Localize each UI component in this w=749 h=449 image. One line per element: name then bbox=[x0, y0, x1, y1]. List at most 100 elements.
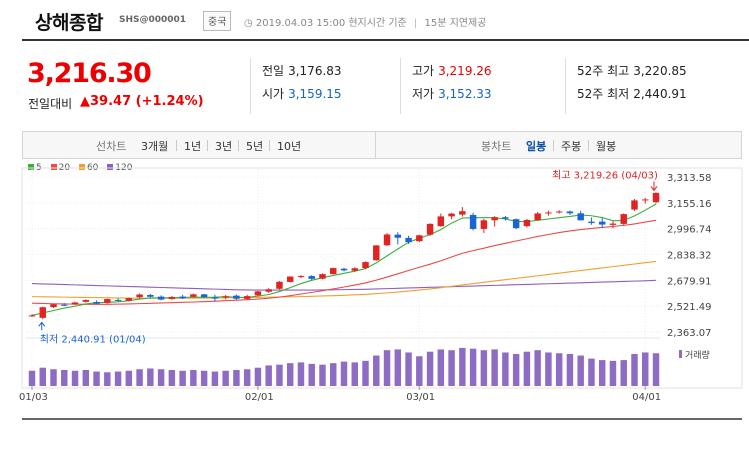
volume-bar bbox=[598, 360, 606, 386]
volume-bar bbox=[459, 347, 466, 386]
candle-body bbox=[652, 192, 660, 203]
candle-body bbox=[190, 294, 197, 297]
x-tick-label: 04/01 bbox=[632, 392, 661, 403]
candle-body bbox=[416, 235, 423, 242]
y-tick-label: 2,521.49 bbox=[667, 302, 712, 313]
volume-bar bbox=[254, 367, 262, 386]
legend-swatch bbox=[50, 164, 57, 170]
current-price: 3,216.30 bbox=[27, 58, 152, 89]
candle-body bbox=[222, 296, 229, 298]
candle-daily[interactable]: 일봉 bbox=[526, 140, 547, 153]
volume-bar bbox=[351, 362, 358, 386]
candle-body bbox=[179, 296, 186, 299]
candle-body bbox=[286, 276, 294, 282]
candle-body bbox=[254, 291, 262, 296]
volume-bar bbox=[416, 356, 423, 386]
volume-bar bbox=[437, 349, 445, 386]
candle-body bbox=[351, 268, 358, 271]
legend-swatch bbox=[78, 164, 85, 170]
candle-body bbox=[642, 199, 649, 201]
candle-weekly[interactable]: 주봉 bbox=[561, 140, 582, 153]
stat-prev-close-label: 전일 bbox=[262, 64, 285, 78]
candle-body bbox=[491, 217, 498, 221]
chart-toolbar: 선차트 3개월 1년 3년 5년 10년 봉차트 일봉 주봉 월봉 bbox=[22, 131, 742, 159]
volume-bar bbox=[545, 352, 552, 386]
stats-col-3: 52주 최고 3,220.85 52주 최저 2,440.91 bbox=[565, 58, 745, 114]
candle-body bbox=[104, 299, 111, 303]
volume-bar bbox=[555, 353, 563, 386]
candle-body bbox=[394, 234, 402, 238]
volume-bar bbox=[448, 350, 455, 386]
stat-52w-low-value: 2,440.91 bbox=[633, 87, 687, 101]
volume-bar bbox=[136, 369, 143, 386]
volume-bar bbox=[383, 350, 391, 386]
stock-code: SHS@000001 bbox=[119, 15, 187, 25]
divider bbox=[553, 140, 554, 151]
volume-bar bbox=[405, 352, 412, 386]
stats-col-1: 전일 3,176.83 시가 3,159.15 bbox=[250, 58, 400, 114]
volume-bar bbox=[297, 362, 305, 386]
candle-body bbox=[297, 276, 305, 278]
candle-body bbox=[308, 276, 315, 279]
stat-high-label: 고가 bbox=[412, 64, 435, 78]
candle-body bbox=[243, 296, 251, 299]
stat-52w-high-value: 3,220.85 bbox=[633, 64, 687, 78]
volume-bar bbox=[125, 370, 133, 386]
max-arrow-head bbox=[650, 186, 658, 192]
candle-body bbox=[50, 304, 57, 308]
volume-bar bbox=[588, 358, 595, 386]
y-tick-label: 2,363.07 bbox=[667, 328, 712, 339]
min-annotation: 최저 2,440.91 (01/04) bbox=[40, 333, 146, 345]
y-tick-label: 2,996.74 bbox=[667, 225, 712, 236]
candle-body bbox=[125, 298, 133, 301]
change-label: 전일대비 bbox=[28, 97, 73, 111]
period-1y[interactable]: 1년 bbox=[184, 140, 202, 153]
volume-bar bbox=[168, 370, 176, 386]
period-3y[interactable]: 3년 bbox=[215, 140, 233, 153]
divider bbox=[588, 140, 589, 151]
change-value: ▲39.47 (+1.24%) bbox=[80, 94, 204, 109]
ma5-line bbox=[31, 203, 657, 316]
volume-bar bbox=[394, 349, 402, 386]
volume-bar bbox=[577, 355, 584, 386]
ma60-line bbox=[31, 260, 657, 299]
divider bbox=[176, 140, 177, 151]
volume-bar bbox=[534, 350, 541, 386]
volume-bar bbox=[620, 360, 627, 386]
period-3m[interactable]: 3개월 bbox=[141, 140, 169, 153]
volume-bar bbox=[157, 369, 165, 386]
delay-note: 15분 지연제공 bbox=[424, 18, 487, 29]
period-10y[interactable]: 10년 bbox=[277, 140, 302, 153]
stock-header: 상해종합 SHS@000001 중국 ◷ 2019.04.03 15:00 현지… bbox=[22, 0, 749, 41]
period-5y[interactable]: 5년 bbox=[246, 140, 264, 153]
candle-body bbox=[502, 217, 509, 219]
country-badge: 중국 bbox=[203, 11, 232, 31]
stat-open-value: 3,159.15 bbox=[288, 87, 342, 101]
candle-body bbox=[620, 214, 627, 224]
candle-body bbox=[157, 296, 165, 300]
stat-high-value: 3,219.26 bbox=[438, 64, 492, 78]
volume-bar bbox=[286, 363, 294, 386]
stat-low-value: 3,152.33 bbox=[438, 87, 492, 101]
line-chart-tab[interactable]: 선차트 bbox=[96, 140, 127, 153]
volume-bar bbox=[222, 370, 229, 386]
line-chart-group: 선차트 3개월 1년 3년 5년 10년 bbox=[23, 132, 376, 158]
volume-bar bbox=[308, 363, 315, 386]
header-subinfo: ◷ 2019.04.03 15:00 현지시간 기준 | 15분 지연제공 bbox=[244, 14, 486, 29]
volume-bar bbox=[39, 367, 46, 386]
candle-body bbox=[469, 214, 477, 229]
max-annotation: 최고 3,219.26 (04/03) bbox=[552, 169, 658, 181]
ma20-line bbox=[31, 219, 657, 305]
volume-bar bbox=[104, 372, 111, 386]
candle-monthly[interactable]: 월봉 bbox=[596, 140, 617, 153]
candle-body bbox=[426, 223, 434, 235]
candle-body bbox=[265, 289, 272, 292]
candle-chart-tab[interactable]: 봉차트 bbox=[481, 140, 512, 153]
bottom-divider bbox=[22, 418, 742, 420]
volume-bar bbox=[233, 370, 240, 386]
candle-body bbox=[631, 200, 638, 210]
x-tick-label: 03/01 bbox=[406, 392, 435, 403]
volume-bar bbox=[340, 361, 348, 386]
volume-bar bbox=[93, 371, 100, 386]
